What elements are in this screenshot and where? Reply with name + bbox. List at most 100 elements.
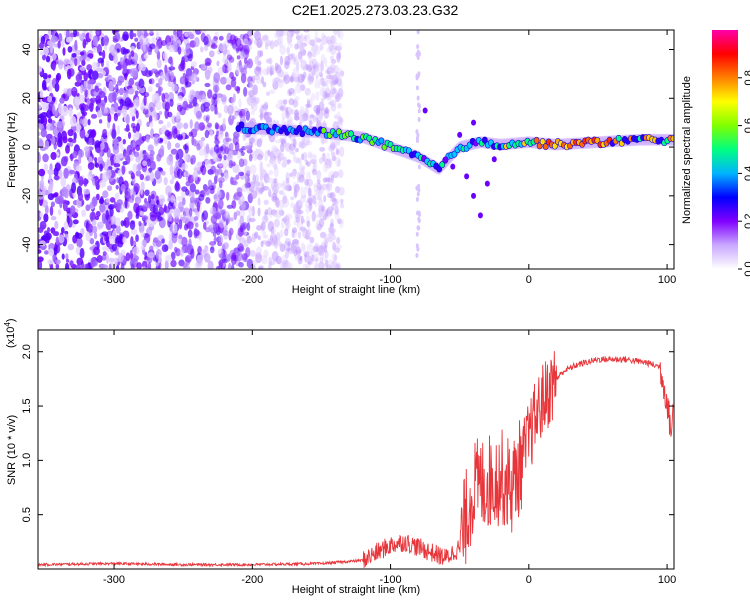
noise-blob — [74, 39, 78, 51]
noise-blob — [76, 257, 84, 266]
noise-blob — [222, 50, 227, 57]
streak-blob — [415, 231, 419, 237]
streak-blob — [418, 212, 422, 218]
noise-blob — [167, 111, 173, 118]
noise-blob — [185, 180, 191, 187]
noise-blob — [127, 131, 132, 140]
noise-blob — [324, 69, 330, 75]
noise-blob — [305, 215, 310, 226]
noise-blob — [53, 247, 58, 256]
noise-blob — [89, 102, 94, 113]
noise-blob — [198, 93, 203, 103]
noise-blob — [277, 156, 282, 164]
noise-blob — [218, 153, 223, 159]
noise-blob — [329, 63, 336, 70]
noise-blob — [187, 229, 193, 238]
noise-blob — [286, 159, 291, 166]
colorbar-gradient — [712, 30, 738, 269]
noise-blob — [275, 255, 282, 265]
noise-blob — [305, 205, 310, 214]
noise-blob — [51, 96, 56, 102]
noise-blob — [56, 120, 64, 129]
noise-blob — [321, 137, 325, 145]
noise-blob — [322, 212, 327, 221]
noise-blob — [179, 248, 184, 257]
noise-blob — [310, 93, 316, 101]
noise-blob — [64, 233, 68, 239]
noise-blob — [326, 67, 332, 77]
noise-blob — [164, 72, 169, 82]
noise-blob — [264, 42, 268, 50]
ridge-blob — [378, 137, 385, 145]
noise-blob — [103, 35, 109, 46]
noise-blob — [295, 246, 302, 256]
noise-blob — [145, 135, 150, 143]
noise-blob — [58, 33, 63, 43]
noise-blob — [66, 68, 72, 80]
noise-blob — [65, 258, 70, 263]
noise-blob — [210, 103, 215, 112]
streak-blob — [417, 164, 421, 170]
noise-blob — [305, 201, 310, 208]
noise-blob — [61, 253, 65, 260]
spectrogram-x-tick-label: -100 — [380, 274, 402, 286]
noise-blob — [156, 199, 160, 206]
noise-blob — [47, 259, 54, 265]
noise-blob — [164, 259, 169, 269]
noise-blob — [202, 210, 209, 221]
noise-blob — [75, 246, 81, 255]
noise-blob — [221, 64, 226, 73]
noise-blob — [212, 151, 218, 163]
noise-blob — [294, 112, 300, 121]
noise-blob — [185, 243, 192, 253]
noise-blob — [306, 97, 311, 104]
noise-blob — [153, 134, 160, 144]
noise-blob — [332, 87, 337, 94]
noise-blob — [133, 33, 137, 38]
noise-blob — [288, 143, 296, 151]
spectrogram-x-tick-label: -200 — [241, 274, 263, 286]
noise-blob — [309, 256, 315, 265]
noise-blob — [193, 215, 198, 222]
noise-blob — [335, 263, 340, 269]
noise-blob — [39, 42, 45, 50]
noise-blob — [135, 234, 139, 242]
noise-blob — [336, 94, 341, 102]
noise-blob — [149, 30, 154, 35]
noise-blob — [313, 36, 320, 42]
noise-blob — [283, 215, 290, 226]
noise-blob — [207, 260, 214, 269]
noise-blob — [308, 60, 315, 71]
noise-blob — [260, 76, 265, 85]
noise-blob — [188, 131, 194, 137]
noise-blob — [203, 35, 209, 46]
noise-blob — [318, 185, 325, 194]
noise-blob — [330, 58, 337, 64]
noise-blob — [108, 263, 112, 269]
snr-series-line — [38, 351, 674, 568]
noise-blob — [217, 168, 223, 175]
noise-blob — [115, 184, 119, 190]
noise-blob — [255, 246, 263, 256]
noise-blob — [58, 234, 65, 244]
noise-blob — [42, 102, 49, 112]
noise-blob — [155, 211, 161, 218]
noise-blob — [266, 163, 271, 168]
noise-blob — [335, 147, 340, 154]
noise-blob — [63, 221, 69, 231]
ridge-blob — [533, 136, 540, 144]
noise-blob — [277, 79, 284, 89]
streak-blob — [415, 73, 419, 79]
noise-blob — [311, 210, 317, 222]
noise-blob — [82, 38, 87, 49]
noise-blob — [105, 169, 112, 179]
noise-blob — [142, 108, 149, 115]
noise-blob — [298, 160, 303, 172]
spectrogram-y-tick-label: -20 — [21, 188, 33, 204]
noise-blob — [47, 193, 55, 201]
noise-blob — [218, 218, 225, 229]
noise-blob — [255, 187, 260, 193]
noise-blob — [78, 154, 82, 165]
noise-blob — [308, 67, 313, 73]
noise-blob — [134, 90, 139, 96]
